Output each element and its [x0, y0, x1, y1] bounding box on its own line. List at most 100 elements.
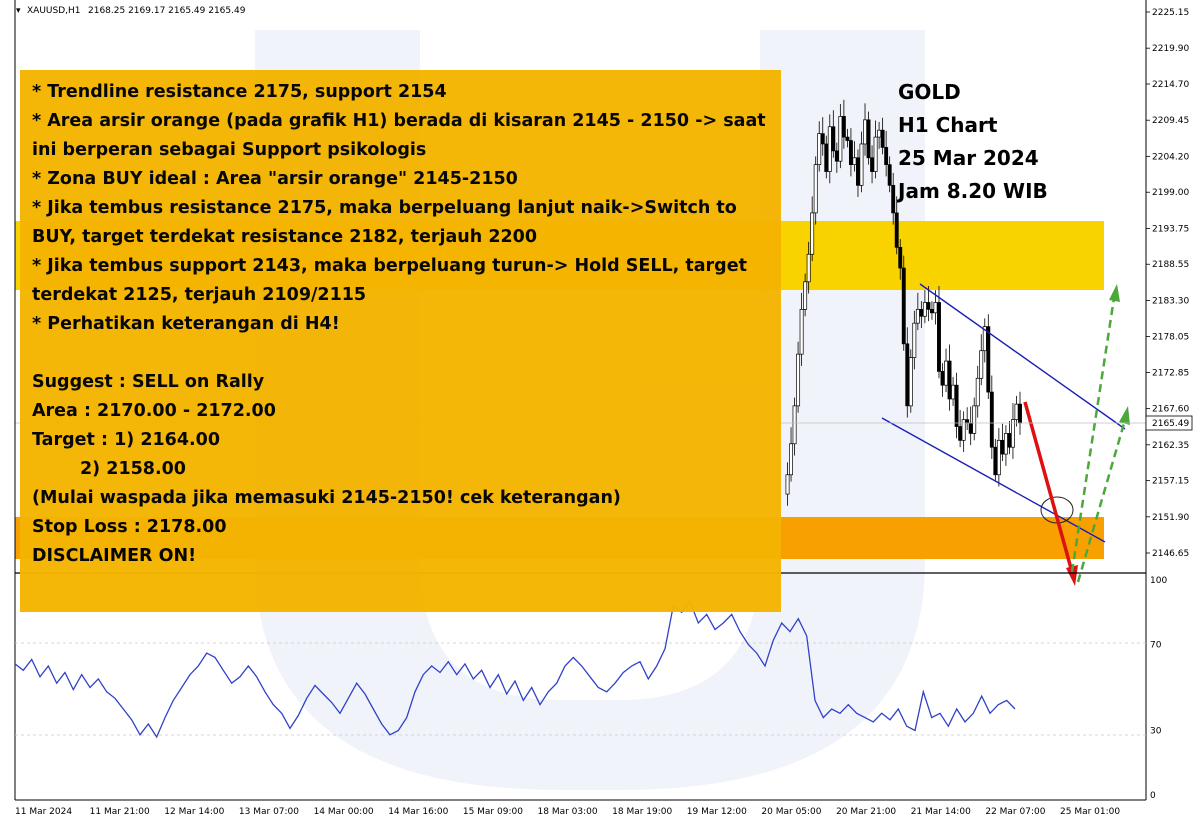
time-tick-label: 18 Mar 19:00	[612, 807, 672, 817]
note-line: * Jika tembus resistance 2175, maka berp…	[32, 198, 743, 247]
candle-body	[859, 143, 864, 186]
time-axis: 11 Mar 2024 11 Mar 21:00 12 Mar 14:00 13 Ma…	[15, 807, 1120, 817]
candle-body	[887, 164, 892, 186]
candle-body	[965, 419, 970, 424]
time-tick-label: 20 Mar 21:00	[836, 807, 896, 817]
candle-body	[824, 143, 829, 172]
candle-body	[810, 212, 815, 255]
current-price-tag: 2165.49	[1145, 415, 1193, 431]
candle-body	[958, 426, 963, 441]
oscillator-tick-label: 30	[1150, 727, 1162, 737]
note-line: * Zona BUY ideal : Area "arsir orange" 2…	[32, 169, 518, 189]
oscillator-tick-label: 0	[1150, 791, 1156, 801]
price-tick-label: 2172.85	[1152, 368, 1189, 378]
price-tick-label: 2225.15	[1152, 8, 1189, 18]
analysis-note-box: * Trendline resistance 2175, support 215…	[20, 70, 781, 612]
price-axis: 2225.15 2219.90 2214.70 2209.45 2204.20 2199.…	[1146, 8, 1189, 559]
candlestick-series	[785, 99, 1022, 506]
disclaimer-line: DISCLAIMER ON!	[32, 546, 197, 566]
candle-body	[972, 405, 977, 434]
sell-arrow	[1023, 401, 1078, 586]
candle-body	[961, 419, 966, 441]
area-line: Area : 2170.00 - 2172.00	[32, 401, 276, 421]
candle-body	[919, 309, 924, 317]
candle-body	[929, 309, 934, 314]
candle-body	[838, 116, 843, 162]
oscillator-levels	[15, 642, 1146, 736]
candle-body	[894, 212, 899, 248]
candle-body	[813, 164, 818, 214]
price-tick-label: 2188.55	[1152, 260, 1189, 270]
chart-title-block: GOLD H1 Chart 25 Mar 2024 Jam 8.20 WIB	[898, 76, 1048, 208]
note-line: * Perhatikan keterangan di H4!	[32, 314, 340, 334]
candle-body	[880, 129, 885, 148]
candle-body	[852, 157, 857, 166]
candle-body	[996, 439, 1001, 476]
time-tick-label: 18 Mar 03:00	[538, 807, 598, 817]
candle-body	[866, 119, 871, 159]
candle-body	[817, 133, 822, 166]
time-tick-label: 22 Mar 07:00	[985, 807, 1045, 817]
candle-body	[796, 353, 801, 407]
buy-arrow-1	[1070, 284, 1120, 573]
time-tick-label: 11 Mar 2024	[15, 807, 72, 817]
candle-body	[841, 116, 846, 138]
time-tick-label: 25 Mar 01:00	[1060, 807, 1120, 817]
price-tick-label: 2214.70	[1152, 80, 1189, 90]
candle-body	[898, 247, 903, 269]
title-date: 25 Mar 2024	[898, 146, 1039, 170]
time-tick-label: 20 Mar 05:00	[761, 807, 821, 817]
title-timeframe: H1 Chart	[898, 113, 998, 137]
candle-body	[792, 405, 797, 445]
note-line: * Area arsir orange (pada grafik H1) ber…	[32, 111, 772, 160]
candle-body	[831, 126, 836, 152]
channel-lower-line	[881, 417, 1106, 543]
candle-body	[845, 136, 850, 141]
candle-body	[785, 474, 790, 495]
candle-body	[884, 147, 889, 166]
price-tick-label: 2219.90	[1152, 44, 1189, 54]
candle-body	[908, 357, 913, 407]
ohlc-values: 2168.25 2169.17 2165.49 2165.49	[88, 6, 246, 16]
candle-body	[933, 302, 938, 314]
current-price-label: 2165.49	[1152, 419, 1189, 429]
price-tick-label: 2146.65	[1152, 549, 1189, 559]
candle-body	[912, 322, 917, 358]
price-tick-label: 2157.15	[1152, 477, 1189, 487]
note-line: * Jika tembus support 2143, maka berpelu…	[32, 256, 754, 305]
candle-body	[870, 157, 875, 172]
time-tick-label: 14 Mar 16:00	[388, 807, 448, 817]
candle-body	[993, 446, 998, 476]
oscillator-line	[14, 600, 1016, 739]
candle-body	[1018, 403, 1022, 424]
candle-body	[873, 136, 878, 172]
dropdown-triangle-icon[interactable]: ▾	[16, 6, 21, 16]
candle-body	[877, 129, 882, 138]
time-tick-label: 12 Mar 14:00	[164, 807, 224, 817]
candle-body	[915, 309, 920, 324]
symbol-label: XAUUSD,H1	[27, 6, 81, 16]
channel-upper-line	[919, 283, 1126, 430]
price-tick-label: 2162.35	[1152, 441, 1189, 451]
candle-body	[922, 302, 927, 317]
stop-loss-line: Stop Loss : 2178.00	[32, 517, 227, 537]
candle-body	[1000, 439, 1005, 455]
candle-body	[947, 360, 952, 400]
warning-line: (Mulai waspada jika memasuki 2145-2150! …	[32, 488, 621, 508]
candle-body	[856, 157, 860, 186]
oscillator-tick-label: 70	[1150, 641, 1162, 651]
note-line: * Trendline resistance 2175, support 215…	[32, 82, 447, 102]
candle-body	[951, 384, 956, 400]
buy-arrow-2	[1076, 406, 1130, 583]
candle-body	[799, 309, 804, 355]
candle-body	[954, 384, 959, 427]
oscillator-tick-label: 100	[1150, 576, 1167, 586]
candle-body	[834, 150, 839, 162]
price-tick-label: 2183.30	[1152, 296, 1189, 306]
time-tick-label: 15 Mar 09:00	[463, 807, 523, 817]
candle-body	[926, 302, 931, 310]
candle-body	[863, 119, 867, 145]
candle-body	[1003, 433, 1008, 455]
target-line-2: 2) 2158.00	[80, 459, 186, 479]
candle-body	[989, 391, 994, 448]
